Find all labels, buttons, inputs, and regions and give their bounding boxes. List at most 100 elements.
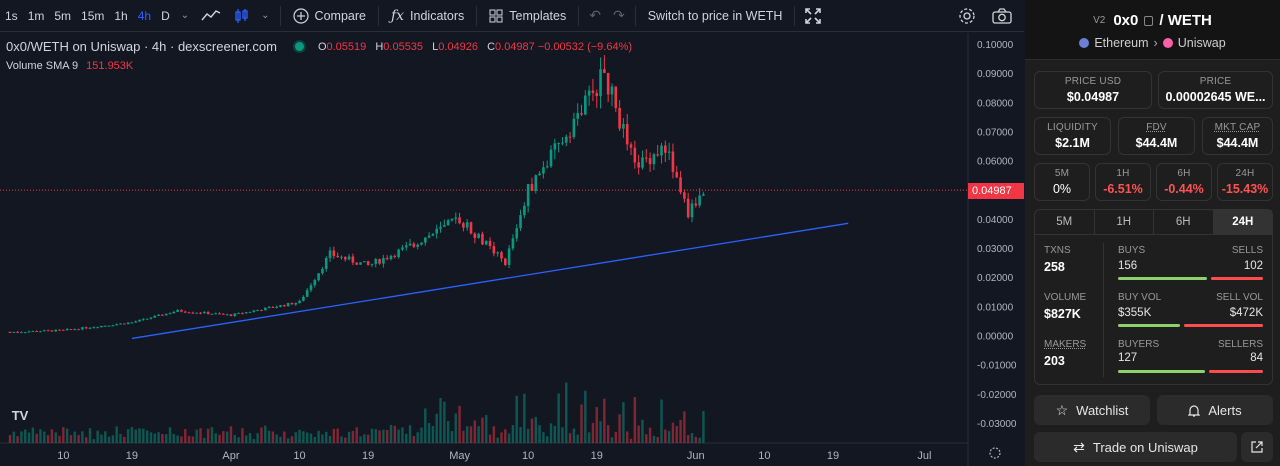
volume-bar (591, 422, 595, 443)
buys-label: BUYS (1118, 245, 1146, 256)
fdv-box: FDV $44.4M (1118, 117, 1195, 155)
watchlist-button[interactable]: ☆ Watchlist (1034, 395, 1150, 425)
toolbar-divider (279, 5, 281, 26)
timeframe-1s[interactable]: 1s (5, 8, 18, 23)
volume-bar (526, 428, 530, 443)
candle-body (256, 310, 259, 312)
change-1h-box[interactable]: 1H -6.51% (1095, 163, 1151, 201)
candle-body (644, 157, 648, 159)
volume-bar (256, 433, 259, 443)
candle-body (408, 243, 412, 246)
candle-body (568, 136, 572, 138)
camera-snapshot-icon[interactable] (986, 0, 1018, 32)
candle-body (237, 312, 240, 314)
volume-bar (637, 425, 640, 443)
chain-name[interactable]: Ethereum (1094, 36, 1149, 50)
volume-bar (165, 434, 168, 443)
compare-label: Compare (314, 8, 366, 23)
y-axis-tick-label: 0.03000 (977, 244, 1014, 255)
volume-bar (325, 431, 328, 443)
candle-body (58, 329, 61, 331)
dex-name[interactable]: Uniswap (1177, 36, 1226, 50)
volume-bar (446, 421, 450, 443)
settings-gear-icon[interactable] (952, 0, 982, 32)
timeframe-chevron-down-icon[interactable]: ⌄ (180, 10, 190, 21)
candle-body (420, 242, 423, 245)
chart-area[interactable]: 0.100000.090000.080000.070000.060000.050… (0, 33, 1024, 466)
makers-value: 203 (1044, 354, 1065, 368)
change-6h-box[interactable]: 6H -0.44% (1156, 163, 1212, 201)
price-native-box: PRICE 0.00002645 WE... (1158, 71, 1273, 109)
change-24h-box[interactable]: 24H -15.43% (1217, 163, 1273, 201)
price-chart[interactable]: 0.100000.090000.080000.070000.060000.050… (0, 33, 1024, 466)
volume-bar (694, 436, 697, 443)
timeframe-1h[interactable]: 1h (114, 8, 128, 23)
volume-bar (454, 413, 457, 443)
candle-body (580, 113, 583, 115)
redo-icon[interactable]: ↷ (612, 7, 625, 23)
timeframe-1m[interactable]: 1m (27, 8, 45, 23)
volume-bar (385, 429, 389, 443)
undo-icon[interactable]: ↶ (589, 7, 601, 23)
timeframe-5m[interactable]: 5m (54, 8, 72, 23)
candle-body (443, 225, 446, 227)
candle-body (343, 256, 347, 260)
volume-bar (603, 398, 606, 443)
timeframe-d[interactable]: D (161, 8, 170, 23)
volume-bar (370, 428, 374, 443)
timeframe-4h[interactable]: 4h (137, 8, 152, 23)
copy-icon[interactable] (1144, 15, 1154, 26)
fullscreen-icon[interactable] (799, 0, 827, 32)
axis-settings-gear-icon[interactable] (989, 447, 1001, 459)
x-axis-tick-label: Jul (917, 450, 931, 462)
volume-bar (245, 435, 248, 443)
y-axis-tick-label: -0.02000 (977, 390, 1017, 401)
tab-24h[interactable]: 24H (1213, 210, 1272, 234)
volume-bar (675, 425, 678, 443)
line-chart-type-icon[interactable] (195, 0, 227, 32)
volume-bar (20, 431, 23, 443)
candle-body (404, 245, 408, 248)
tab-6h[interactable]: 6H (1154, 210, 1214, 234)
external-link-button[interactable] (1241, 432, 1273, 462)
chart-type-chevron-down-icon[interactable]: ⌄ (261, 10, 270, 21)
trade-on-uniswap-button[interactable]: ⇄ Trade on Uniswap (1034, 432, 1237, 462)
templates-button[interactable]: Templates (481, 0, 574, 32)
candle-body (244, 312, 248, 314)
switch-price-button[interactable]: Switch to price in WETH (640, 0, 791, 32)
tradingview-logo-icon[interactable]: TV (6, 403, 34, 427)
chevron-right-icon: › (1153, 36, 1158, 50)
volume-bar (351, 430, 355, 443)
volume-bar (69, 435, 73, 443)
candle-body (20, 332, 23, 334)
volume-bar (172, 434, 176, 443)
candle-body (439, 226, 442, 229)
volume-bar (107, 436, 111, 443)
y-axis-tick-label: -0.03000 (977, 419, 1017, 430)
volume-bar (271, 431, 275, 443)
volume-bar (214, 433, 217, 443)
candle-body (267, 306, 271, 308)
indicators-button[interactable]: ƒx Indicators (383, 0, 472, 32)
volume-bar (233, 435, 236, 443)
toolbar-divider (476, 5, 478, 26)
sells-label: SELLS (1231, 245, 1263, 256)
tab-5m[interactable]: 5M (1035, 210, 1095, 234)
volume-bar (664, 429, 667, 443)
y-axis-tick-label: 0.10000 (977, 40, 1014, 51)
volume-bar (565, 382, 568, 443)
volume-bar (515, 395, 518, 443)
timeframe-15m[interactable]: 15m (81, 8, 105, 23)
tab-1h[interactable]: 1H (1095, 210, 1154, 234)
alerts-button[interactable]: Alerts (1157, 395, 1273, 425)
candle-body (176, 309, 179, 312)
volume-bar (313, 436, 316, 443)
volume-bar (378, 430, 381, 443)
change-label: 24H (1235, 168, 1255, 179)
compare-button[interactable]: Compare (285, 0, 374, 32)
volume-bar (336, 428, 339, 443)
fdv-value: $44.4M (1135, 136, 1178, 150)
candle-chart-type-icon[interactable] (227, 0, 255, 32)
pair-name: V2 0x0 / WETH (1025, 12, 1280, 29)
change-5m-box[interactable]: 5M 0% (1034, 163, 1090, 201)
